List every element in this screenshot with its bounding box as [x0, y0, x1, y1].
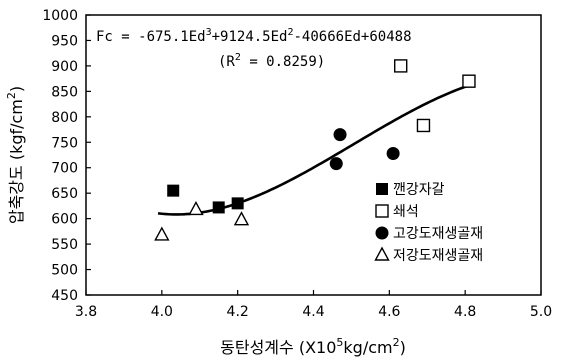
fit-layer [157, 84, 470, 216]
legend-marker-3 [375, 226, 389, 240]
y-tick-label: 950 [51, 33, 78, 49]
data-point-series-2 [462, 74, 476, 88]
x-axis-ticks: 3.8 4.0 4.2 4.4 4.6 4.8 5.0 [75, 290, 552, 320]
y-tick-label: 650 [51, 186, 78, 202]
y-tick-label: 550 [51, 237, 78, 253]
data-point-series-3 [329, 157, 343, 171]
y-tick-label: 700 [51, 161, 78, 177]
data-point-series-4 [188, 201, 204, 216]
fit-equation-line1: Fc = -675.1Ed3+9124.5Ed2-40666Ed+60488 [96, 27, 412, 45]
x-tick-label: 4.4 [302, 304, 324, 320]
y-tick-label: 1000 [42, 8, 78, 24]
legend-label-1: 깬강자갈 [393, 182, 445, 198]
data-point-series-2 [416, 118, 431, 133]
fit-r-squared: (R2 = 0.8259) [218, 52, 325, 70]
legend-marker-4 [374, 246, 390, 261]
data-point-series-2 [394, 59, 408, 73]
y-tick-label: 850 [51, 84, 78, 100]
x-tick-label: 5.0 [530, 304, 552, 320]
y-tick-label: 500 [51, 263, 78, 279]
y-tick-label: 450 [51, 288, 78, 304]
data-point-series-4 [154, 226, 170, 241]
data-point-series-1 [231, 197, 244, 210]
data-point-series-4 [233, 211, 250, 226]
x-tick-label: 4.6 [378, 304, 400, 320]
data-point-series-1 [167, 184, 180, 197]
data-point-series-3 [386, 146, 400, 160]
legend-label-4: 저강도재생골재 [393, 248, 483, 264]
y-tick-label: 900 [51, 59, 78, 75]
fit-curve [157, 84, 470, 216]
x-tick-label: 4.0 [151, 304, 173, 320]
data-point-series-1 [212, 201, 225, 214]
points-layer [154, 59, 476, 241]
x-tick-label: 3.8 [75, 304, 97, 320]
x-axis-title: 동탄성계수 (X105kg/cm2) [220, 336, 406, 357]
x-tick-label: 4.2 [227, 304, 249, 320]
y-tick-label: 750 [51, 135, 78, 151]
y-axis-ticks: 450 500 550 600 650 700 750 800 850 900 950 1000 [42, 8, 91, 304]
legend-marker-1 [376, 183, 388, 195]
legend-label-3: 고강도재생골재 [393, 226, 483, 242]
y-tick-label: 600 [51, 212, 78, 228]
y-tick-label: 800 [51, 110, 78, 126]
legend-label-2: 쇄석 [393, 204, 419, 220]
y-axis-title: 압축강도 (kgf/cm2) [5, 86, 26, 224]
data-point-series-3 [333, 128, 347, 142]
x-tick-label: 4.8 [454, 304, 476, 320]
legend-marker-2 [375, 204, 389, 218]
